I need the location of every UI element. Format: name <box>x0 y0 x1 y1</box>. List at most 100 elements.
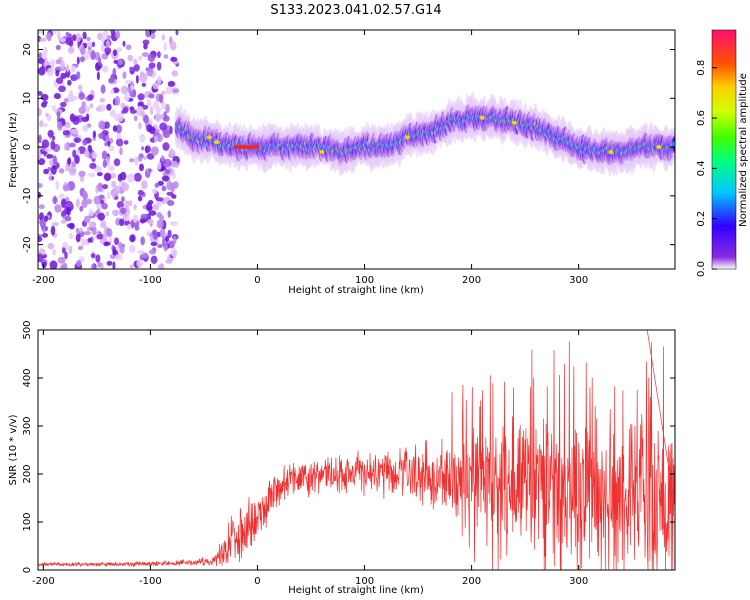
noise-blob <box>47 167 52 172</box>
noise-blob <box>39 218 46 229</box>
noise-blob <box>72 149 77 158</box>
noise-blob <box>141 146 145 151</box>
noise-blob <box>100 104 106 112</box>
noise-blob <box>139 218 147 224</box>
noise-blob <box>152 233 159 240</box>
noise-blob <box>113 49 117 57</box>
noise-blob <box>136 259 144 268</box>
noise-blob <box>50 225 56 236</box>
noise-blob <box>109 173 117 179</box>
noise-blob <box>156 75 162 85</box>
noise-blob <box>172 181 179 189</box>
noise-blob <box>55 69 60 77</box>
noise-blob <box>150 241 158 246</box>
noise-blob <box>160 90 166 95</box>
noise-blob <box>78 106 86 114</box>
noise-blob <box>43 215 49 222</box>
noise-blob <box>161 101 166 110</box>
noise-blob <box>113 185 121 195</box>
noise-blob <box>110 74 115 83</box>
noise-blob <box>82 124 89 132</box>
noise-blob <box>122 106 129 114</box>
noise-blob <box>84 105 91 113</box>
snr-series-line <box>38 330 675 570</box>
noise-blob <box>100 84 106 94</box>
noise-blob <box>133 58 138 65</box>
noise-blob <box>130 84 135 91</box>
snr-y-tick-label: 0 <box>22 567 33 573</box>
snr-x-axis-label: Height of straight line (km) <box>288 585 424 596</box>
noise-blob <box>170 56 178 62</box>
noise-blob <box>102 159 108 168</box>
noise-blob <box>102 65 109 73</box>
noise-blob <box>105 211 110 217</box>
noise-blob <box>163 158 172 168</box>
noise-blob <box>148 200 154 205</box>
noise-blob <box>100 220 107 229</box>
noise-blob <box>155 201 162 207</box>
noise-blob <box>137 93 145 101</box>
noise-blob <box>157 161 162 170</box>
colorbar: 0.0 0.2 0.4 0.6 0.8 Normalized spectral ampl… <box>696 29 749 277</box>
noise-blob <box>91 41 96 48</box>
noise-blob <box>59 37 66 43</box>
noise-blob <box>87 237 92 243</box>
noise-blob <box>60 219 67 224</box>
noise-blob <box>70 65 77 73</box>
noise-blob <box>55 44 61 51</box>
noise-blob <box>106 40 111 47</box>
ridge-hotspot <box>206 135 212 140</box>
noise-blob <box>77 245 84 251</box>
noise-blob <box>147 53 156 62</box>
noise-blob <box>117 138 124 147</box>
noise-blob <box>105 51 110 56</box>
noise-blob <box>114 95 121 106</box>
noise-blob <box>121 182 130 192</box>
noise-blob <box>146 68 154 77</box>
noise-blob <box>38 191 42 199</box>
spectrogram-y-axis-label: Frequency (Hz) <box>8 112 19 188</box>
noise-blob <box>157 264 165 269</box>
noise-blob <box>89 162 97 169</box>
noise-blob <box>83 215 91 224</box>
noise-blob <box>64 251 68 260</box>
noise-blob <box>139 163 144 172</box>
noise-blob <box>115 253 123 261</box>
noise-blob <box>133 115 138 122</box>
snr-x-tick-label: -200 <box>32 576 55 587</box>
noise-blob <box>141 82 147 87</box>
noise-blob <box>50 165 57 175</box>
noise-blob <box>127 173 135 183</box>
noise-blob <box>95 254 101 263</box>
noise-blob <box>91 263 95 269</box>
noise-blob <box>151 146 159 156</box>
noise-blob <box>50 140 56 150</box>
noise-blob <box>139 133 146 143</box>
noise-blob <box>47 129 54 138</box>
noise-blob <box>132 214 138 223</box>
snr-x-tick-label: 200 <box>462 576 481 587</box>
noise-blob <box>38 204 45 210</box>
spectrogram-y-tick-label: 20 <box>22 43 33 56</box>
noise-blob <box>59 60 65 70</box>
noise-blob <box>162 142 170 151</box>
noise-blob <box>122 40 126 47</box>
noise-blob <box>101 202 108 210</box>
noise-blob <box>89 103 94 109</box>
noise-blob <box>167 210 171 218</box>
noise-blob <box>148 249 157 255</box>
noise-blob <box>82 191 89 201</box>
noise-blob <box>93 195 101 205</box>
snr-y-tick-label: 300 <box>22 416 33 435</box>
noise-blob <box>80 46 86 56</box>
noise-blob <box>45 112 49 117</box>
noise-blob <box>102 233 108 242</box>
noise-blob <box>76 71 81 80</box>
noise-blob <box>89 221 97 228</box>
noise-blob <box>121 196 125 203</box>
noise-blob <box>96 71 100 81</box>
noise-blob <box>38 145 42 151</box>
noise-blob <box>52 104 56 112</box>
